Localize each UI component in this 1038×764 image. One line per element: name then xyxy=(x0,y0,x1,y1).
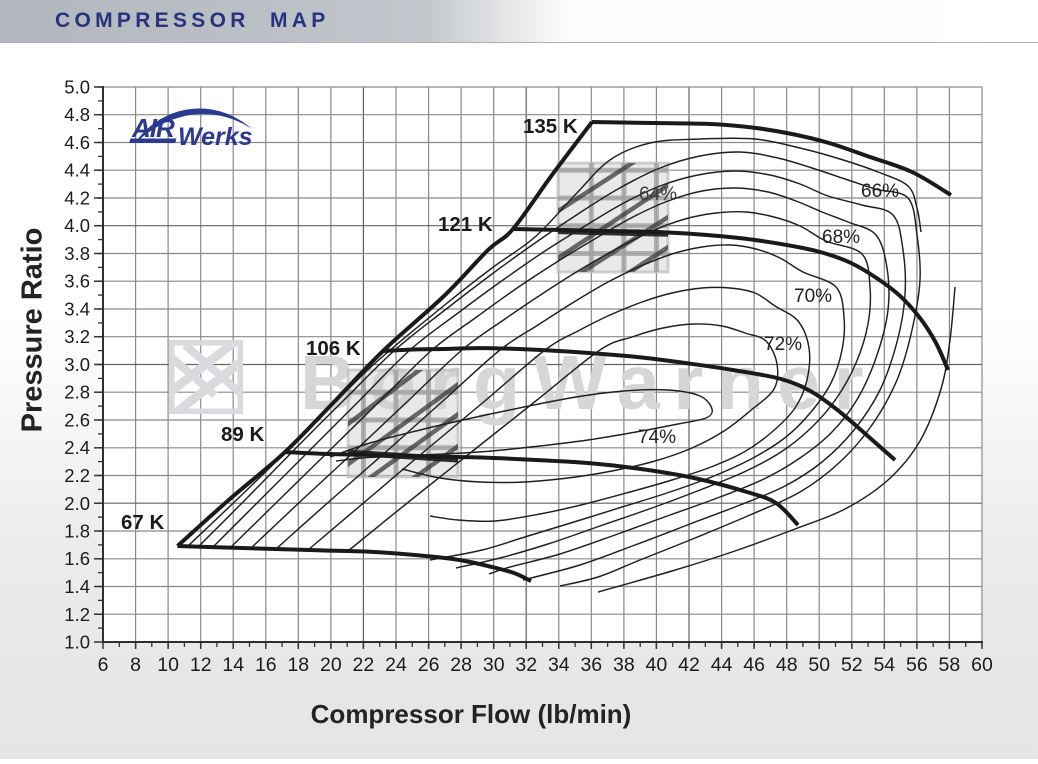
svg-text:36: 36 xyxy=(580,654,602,676)
svg-text:12: 12 xyxy=(190,654,212,676)
svg-text:1.6: 1.6 xyxy=(64,548,90,569)
svg-text:42: 42 xyxy=(678,654,700,676)
svg-text:2.8: 2.8 xyxy=(64,382,90,403)
svg-text:AIR: AIR xyxy=(131,113,175,143)
svg-text:3.0: 3.0 xyxy=(64,354,90,375)
svg-text:74%: 74% xyxy=(638,427,676,448)
svg-text:70%: 70% xyxy=(794,286,832,307)
svg-text:72%: 72% xyxy=(764,334,802,355)
svg-text:66%: 66% xyxy=(861,181,899,202)
svg-text:3.8: 3.8 xyxy=(64,243,90,264)
svg-text:2.0: 2.0 xyxy=(64,493,90,514)
svg-text:4.4: 4.4 xyxy=(64,160,90,181)
svg-text:20: 20 xyxy=(320,654,342,676)
svg-text:14: 14 xyxy=(222,654,244,676)
svg-text:1.4: 1.4 xyxy=(64,576,90,597)
svg-text:2.2: 2.2 xyxy=(64,465,90,486)
svg-text:1.0: 1.0 xyxy=(64,632,90,653)
svg-text:38: 38 xyxy=(613,654,635,676)
svg-text:6: 6 xyxy=(98,654,109,676)
svg-text:1.2: 1.2 xyxy=(64,604,90,625)
svg-text:68%: 68% xyxy=(822,227,860,248)
svg-text:22: 22 xyxy=(353,654,375,676)
svg-text:52: 52 xyxy=(841,654,863,676)
svg-text:4.6: 4.6 xyxy=(64,132,90,153)
svg-text:64%: 64% xyxy=(639,184,677,205)
svg-text:4.2: 4.2 xyxy=(64,188,90,209)
svg-text:48: 48 xyxy=(776,654,798,676)
svg-text:1.8: 1.8 xyxy=(64,521,90,542)
svg-text:50: 50 xyxy=(808,654,830,676)
svg-text:18: 18 xyxy=(287,654,309,676)
svg-text:24: 24 xyxy=(385,654,407,676)
svg-text:60: 60 xyxy=(971,654,993,676)
svg-text:4.0: 4.0 xyxy=(64,215,90,236)
svg-text:8: 8 xyxy=(130,654,141,676)
svg-text:3.6: 3.6 xyxy=(64,271,90,292)
svg-text:89 K: 89 K xyxy=(221,423,264,446)
svg-text:58: 58 xyxy=(939,654,961,676)
svg-text:121 K: 121 K xyxy=(438,213,493,236)
svg-text:4.8: 4.8 xyxy=(64,104,90,125)
svg-text:3.2: 3.2 xyxy=(64,326,90,347)
svg-text:5.0: 5.0 xyxy=(64,77,90,98)
svg-text:26: 26 xyxy=(418,654,440,676)
svg-text:16: 16 xyxy=(255,654,277,676)
svg-text:44: 44 xyxy=(711,654,733,676)
svg-text:46: 46 xyxy=(743,654,765,676)
svg-text:2.4: 2.4 xyxy=(64,437,90,458)
svg-text:Werks: Werks xyxy=(178,123,253,151)
svg-text:67 K: 67 K xyxy=(121,511,164,534)
svg-text:54: 54 xyxy=(873,654,895,676)
svg-text:106 K: 106 K xyxy=(306,337,361,360)
svg-text:135 K: 135 K xyxy=(523,115,578,138)
svg-text:32: 32 xyxy=(515,654,537,676)
svg-text:2.6: 2.6 xyxy=(64,410,90,431)
svg-text:34: 34 xyxy=(548,654,570,676)
svg-text:40: 40 xyxy=(646,654,668,676)
svg-text:3.4: 3.4 xyxy=(64,299,90,320)
svg-text:28: 28 xyxy=(450,654,472,676)
svg-text:56: 56 xyxy=(906,654,928,676)
svg-text:10: 10 xyxy=(157,654,179,676)
svg-text:30: 30 xyxy=(483,654,505,676)
